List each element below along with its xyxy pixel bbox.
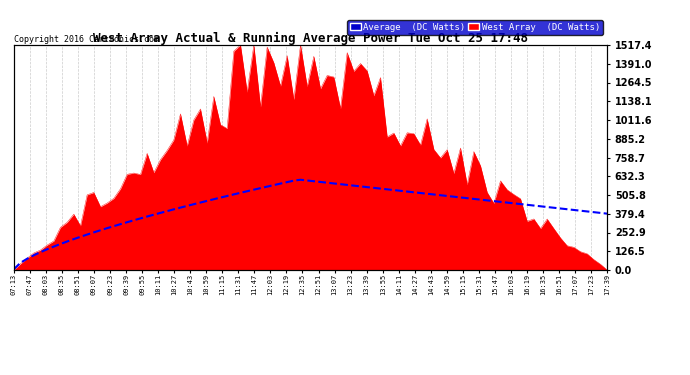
Text: Copyright 2016 Cartronics.com: Copyright 2016 Cartronics.com <box>14 35 159 44</box>
Title: West Array Actual & Running Average Power Tue Oct 25 17:48: West Array Actual & Running Average Powe… <box>93 32 528 45</box>
Legend: Average  (DC Watts), West Array  (DC Watts): Average (DC Watts), West Array (DC Watts… <box>347 20 602 34</box>
